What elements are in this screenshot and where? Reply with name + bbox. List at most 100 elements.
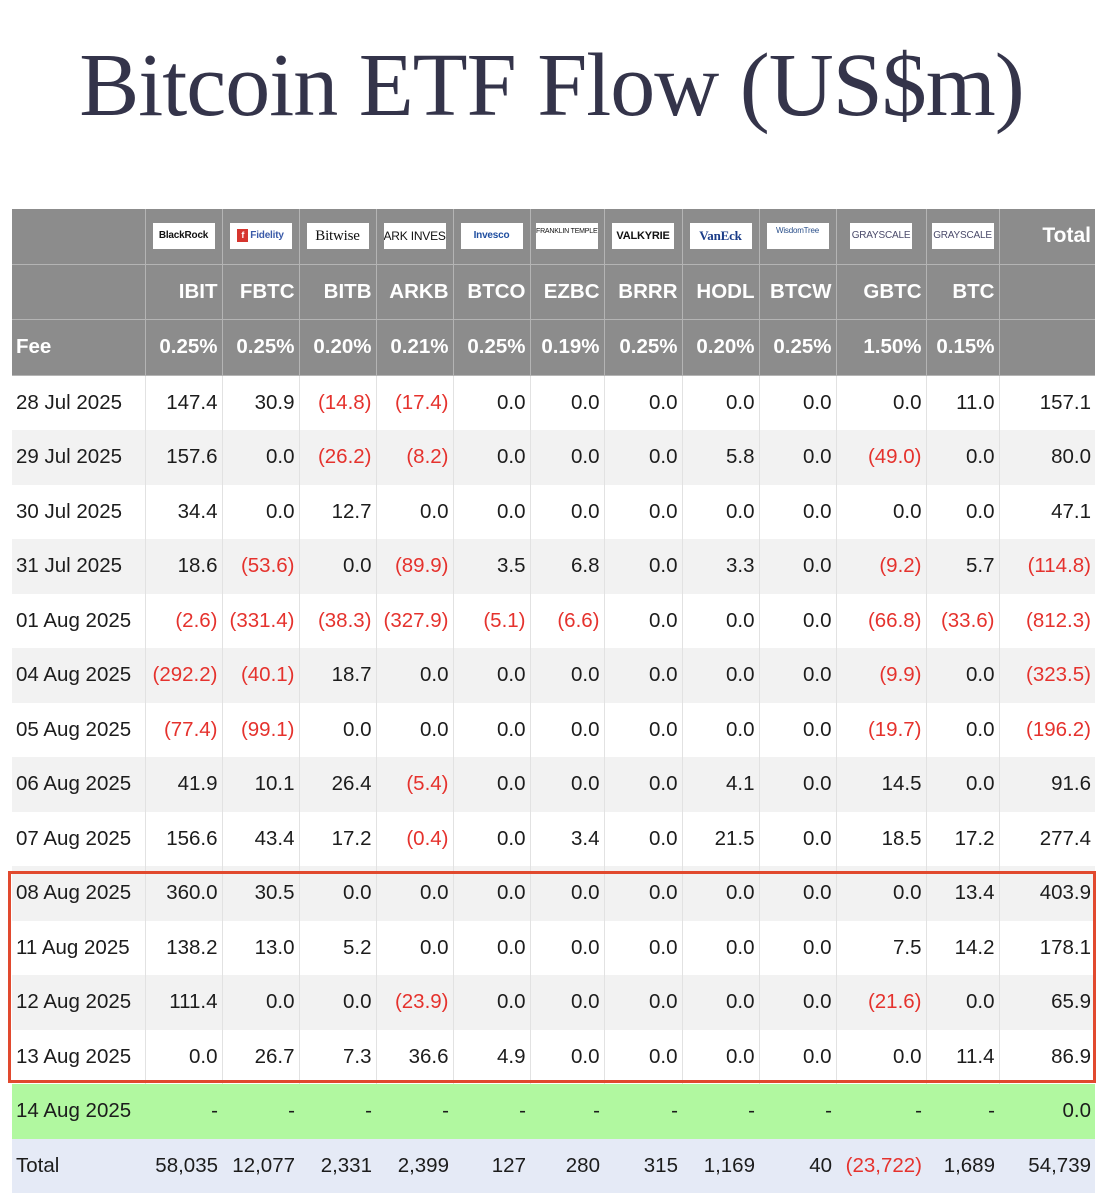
flow-cell: 0.0: [604, 484, 683, 539]
date-cell: 06 Aug 2025: [12, 757, 146, 812]
pending-row: 14 Aug 2025- - - - - - - - - - -0.0: [12, 1084, 1095, 1139]
issuer-name: GRAYSCALE: [933, 230, 992, 242]
flow-cell: 0.0: [836, 866, 927, 921]
flow-cell: (327.9): [376, 593, 454, 648]
flow-cell: 111.4: [145, 975, 223, 1030]
flow-cell: 11.0: [926, 375, 1000, 430]
flow-cell: 0.0: [926, 648, 1000, 703]
fee-cell: 0.25%: [604, 319, 683, 376]
flow-cell: 0.0: [604, 811, 683, 866]
flow-cell: (19.7): [836, 702, 927, 757]
flow-cell: 34.4: [145, 484, 223, 539]
flow-cell: 0.0: [604, 430, 683, 485]
flow-cell: 280: [530, 1138, 604, 1193]
flow-cell: 0.0: [299, 702, 377, 757]
flow-cell: 4.9: [453, 1029, 531, 1084]
issuer-logo: BlackRock: [152, 223, 215, 250]
ticker-cell: BTCW: [759, 264, 837, 320]
flow-cell: 0.0: [604, 1029, 683, 1084]
flow-cell: 0.0: [682, 375, 760, 430]
flow-cell: -: [836, 1084, 926, 1139]
flow-cell: 1,169: [682, 1138, 759, 1193]
flow-cell: 0.0: [604, 593, 683, 648]
flow-cell: 14.5: [836, 757, 927, 812]
flow-cell: -: [530, 1084, 604, 1139]
flow-cell: 18.7: [299, 648, 377, 703]
flow-cell: 7.5: [836, 920, 927, 975]
fee-cell: 0.25%: [145, 319, 223, 376]
date-cell: 08 Aug 2025: [12, 866, 146, 921]
issuer-name: ARK INVEST: [383, 229, 446, 244]
flow-cell: 3.3: [682, 539, 760, 594]
issuer-cell: Bitwise: [299, 209, 377, 265]
flow-cell: 0.0: [682, 920, 760, 975]
flow-cell: (66.8): [836, 593, 927, 648]
fee-cell: 0.20%: [299, 319, 377, 376]
row-total-cell: (323.5): [999, 648, 1095, 703]
issuer-logo: ARK INVEST: [383, 223, 446, 250]
flow-cell: 0.0: [926, 702, 1000, 757]
issuer-cell: FRANKLIN TEMPLETON: [530, 209, 605, 265]
flow-cell: 0.0: [145, 1029, 223, 1084]
flow-cell: 0.0: [604, 648, 683, 703]
issuer-logo: VALKYRIE: [612, 223, 674, 250]
issuer-logo: f Fidelity: [229, 223, 292, 250]
total-header: Total: [999, 209, 1095, 265]
flow-cell: 0.0: [299, 539, 377, 594]
flow-cell: 10.1: [222, 757, 300, 812]
issuer-cell: Invesco: [453, 209, 531, 265]
flow-cell: 0.0: [926, 430, 1000, 485]
ticker-row: IBIT FBTC BITB ARKB BTCO EZBC BRRR HODL BTCW GBTC…: [12, 264, 1095, 320]
flow-cell: -: [145, 1084, 222, 1139]
flow-cell: (89.9): [376, 539, 454, 594]
row-total-cell: 178.1: [999, 920, 1095, 975]
issuer-cell: VanEck: [682, 209, 760, 265]
ticker-cell: BTC: [926, 264, 1000, 320]
ticker-cell: IBIT: [145, 264, 223, 320]
fidelity-mark-icon: f: [237, 229, 249, 243]
issuer-logo: Bitwise: [306, 223, 369, 250]
flow-cell: (23.9): [376, 975, 454, 1030]
issuer-name: GRAYSCALE: [851, 230, 911, 242]
issuer-cell: BlackRock: [145, 209, 223, 265]
flow-cell: 21.5: [682, 811, 760, 866]
flow-cell: 0.0: [836, 1029, 927, 1084]
issuer-logo: VanEck: [689, 223, 752, 250]
row-total-cell: 47.1: [999, 484, 1095, 539]
flow-cell: 0.0: [222, 975, 300, 1030]
flow-cell: -: [376, 1084, 453, 1139]
date-cell: 07 Aug 2025: [12, 811, 146, 866]
flow-cell: 315: [604, 1138, 682, 1193]
flow-cell: 0.0: [530, 920, 605, 975]
flow-cell: 12.7: [299, 484, 377, 539]
flow-cell: 6.8: [530, 539, 605, 594]
table-row: 30 Jul 2025 34.4 0.0 12.7 0.0 0.0 0.0 0.0 0.0 0.0…: [12, 484, 1095, 539]
flow-cell: (17.4): [376, 375, 454, 430]
issuer-name: FRANKLIN TEMPLETON: [536, 228, 598, 236]
flow-cell: 0.0: [299, 866, 377, 921]
flow-cell: 0.0: [530, 975, 605, 1030]
date-cell: 31 Jul 2025: [12, 539, 146, 594]
flow-cell: 0.0: [530, 757, 605, 812]
date-cell: 01 Aug 2025: [12, 593, 146, 648]
date-cell: 05 Aug 2025: [12, 702, 146, 757]
flow-cell: 0.0: [453, 975, 531, 1030]
flow-cell: 2,331: [299, 1138, 376, 1193]
flow-cell: 5.7: [926, 539, 1000, 594]
row-total-cell: (812.3): [999, 593, 1095, 648]
flow-cell: 0.0: [682, 975, 760, 1030]
flow-cell: 0.0: [453, 375, 531, 430]
fee-cell: 0.25%: [222, 319, 300, 376]
flow-cell: 0.0: [682, 593, 760, 648]
flow-cell: (331.4): [222, 593, 300, 648]
issuer-name: VanEck: [699, 228, 742, 244]
total-row: Total 58,035 12,077 2,331 2,399 127 280 315 1,16…: [12, 1138, 1095, 1193]
flow-cell: 0.0: [604, 866, 683, 921]
date-cell: 11 Aug 2025: [12, 920, 146, 975]
flow-cell: -: [682, 1084, 759, 1139]
row-total-cell: (196.2): [999, 702, 1095, 757]
flow-cell: 0.0: [530, 430, 605, 485]
flow-cell: 41.9: [145, 757, 223, 812]
